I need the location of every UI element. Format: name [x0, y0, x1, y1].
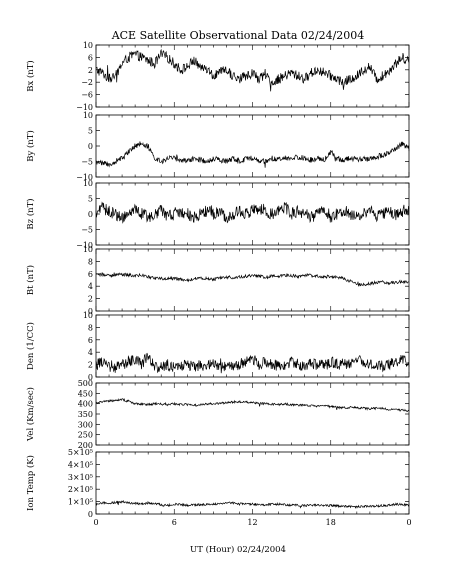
y-tick-label: 0 [88, 210, 93, 219]
x-tick-label: 18 [326, 518, 336, 527]
y-tick-label: 6 [88, 336, 93, 345]
y-tick-label: 0 [88, 373, 93, 382]
y-tick-label: 500 [78, 379, 93, 388]
y-tick-label: 300 [78, 420, 93, 429]
y-tick-label: 3×10⁵ [68, 473, 93, 482]
y-tick-label: 450 [78, 389, 93, 398]
y-tick-label: 2×10⁵ [68, 485, 93, 494]
panel-2: 10 5 0 −5 −10 By (nT) [25, 111, 410, 182]
y-tick-label: 5 [88, 127, 93, 136]
y-tick-label: 2 [88, 361, 93, 370]
y-tick-label: 10 [83, 179, 93, 188]
y-tick-label: −2 [81, 78, 93, 87]
y-tick-label: −5 [81, 158, 93, 167]
y-tick-label: 0 [88, 510, 93, 519]
y-axis-label: Den (1/CC) [25, 322, 36, 370]
y-tick-label: 6 [88, 270, 93, 279]
y-tick-label: 350 [78, 410, 93, 419]
y-axis-label: Ion Temp (K) [25, 455, 36, 511]
y-tick-label: −10 [76, 241, 93, 250]
y-tick-label: 10 [83, 111, 93, 120]
y-tick-label: 1×10⁵ [68, 498, 93, 507]
panel-frame [95, 248, 410, 312]
y-axis-label: Vel (Km/sec) [25, 387, 36, 442]
y-tick-label: −10 [76, 173, 93, 182]
y-tick-label: −5 [81, 226, 93, 235]
x-axis-label: UT (Hour) 02/24/2004 [190, 544, 286, 555]
panel-5: 10 8 6 4 2 0 Den (1/CC) [25, 311, 410, 382]
y-tick-label: 10 [83, 41, 93, 50]
panel-3: 10 5 0 −5 −10 Bz (nT) [25, 179, 410, 250]
y-tick-label: 8 [88, 323, 93, 332]
series-line [95, 201, 410, 224]
series-line [95, 398, 410, 413]
y-tick-label: 5×10⁵ [68, 448, 93, 457]
y-tick-label: 8 [88, 257, 93, 266]
y-tick-label: 250 [78, 431, 93, 440]
panel-1: 10 6 2 −2 −6 −10 Bx (nT) [25, 41, 410, 112]
y-axis-label: Bt (nT) [25, 265, 36, 295]
panel-4: 10 8 6 4 2 0 Bt (nT) [25, 245, 410, 316]
series-line [95, 48, 410, 92]
y-tick-label: 10 [83, 311, 93, 320]
y-tick-label: 2 [88, 295, 93, 304]
panel-7: 5×10⁵ 4×10⁵ 3×10⁵ 2×10⁵ 1×10⁵ 0 Ion Temp (K) 0 6… [25, 448, 412, 527]
y-tick-label: 4×10⁵ [68, 460, 93, 469]
y-tick-label: 0 [88, 307, 93, 316]
y-tick-label: 6 [88, 53, 93, 62]
y-tick-label: −10 [76, 103, 93, 112]
y-axis-label: Bz (nT) [25, 198, 36, 229]
panel-frame [95, 314, 410, 378]
x-tick-label: 0 [93, 518, 98, 527]
x-tick-label: 0 [406, 518, 411, 527]
y-tick-label: 200 [78, 441, 93, 450]
panels-group: 10 6 2 −2 −6 −10 Bx (nT) 10 5 0 −5 −10 By (nT) 10 5 0 −5… [25, 41, 412, 527]
y-axis-label: Bx (nT) [25, 60, 36, 92]
y-tick-label: 5 [88, 195, 93, 204]
figure-title: ACE Satellite Observational Data 02/24/2… [111, 29, 365, 42]
y-tick-label: 2 [88, 66, 93, 75]
y-tick-label: 4 [88, 282, 93, 291]
x-tick-label: 12 [247, 518, 257, 527]
y-tick-label: 0 [88, 142, 93, 151]
panel-frame [95, 114, 410, 178]
series-line [95, 352, 410, 374]
y-tick-label: 400 [78, 400, 93, 409]
y-tick-label: 4 [88, 348, 93, 357]
y-tick-label: 10 [83, 245, 93, 254]
series-line [95, 272, 410, 287]
series-line [95, 141, 410, 168]
series-line [95, 500, 410, 509]
y-tick-label: −6 [81, 91, 93, 100]
panel-frame [95, 382, 410, 446]
x-tick-label: 6 [172, 518, 177, 527]
y-axis-label: By (nT) [25, 130, 36, 162]
